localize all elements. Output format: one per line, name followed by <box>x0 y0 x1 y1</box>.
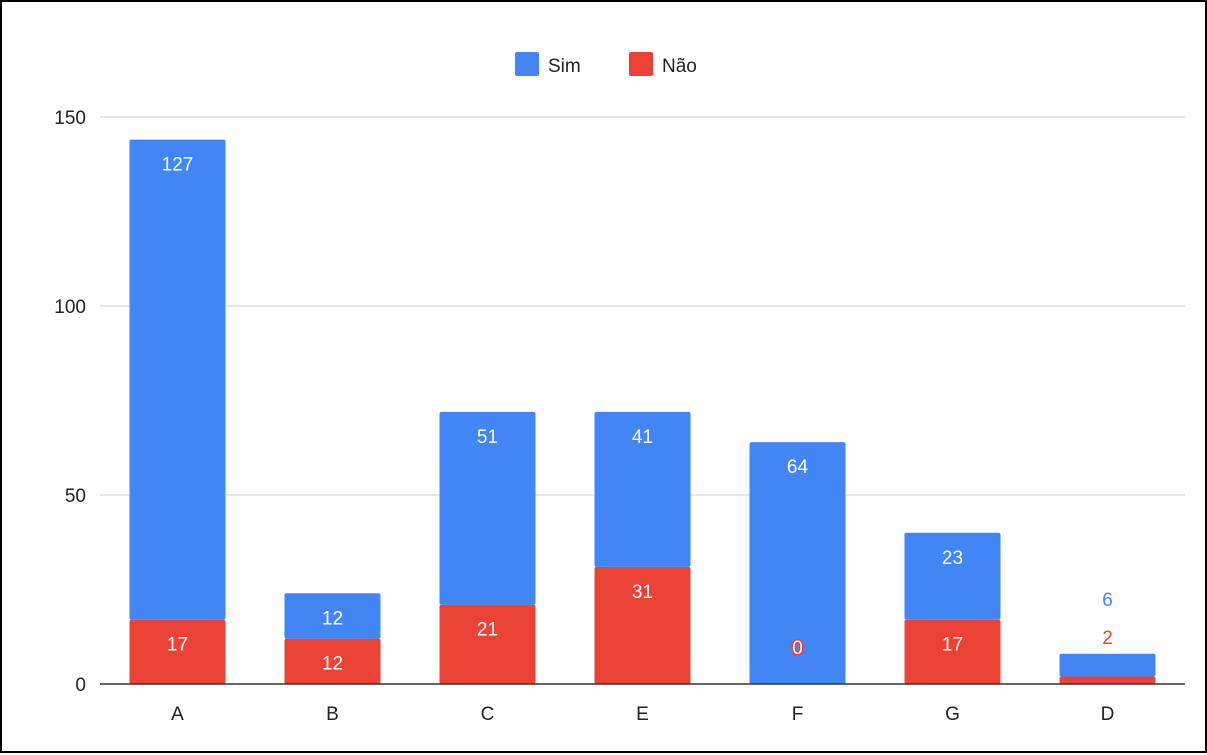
data-label: 6 <box>1102 590 1113 611</box>
bar-C-no <box>439 604 536 684</box>
bar-G-no <box>904 619 1001 684</box>
bar-B-no <box>284 638 381 684</box>
bar-D-no <box>1059 676 1156 684</box>
bar-C-sim <box>439 411 536 605</box>
bar-D-sim <box>1059 653 1156 677</box>
data-label: 41 <box>632 427 653 448</box>
x-tick-label: B <box>326 704 339 725</box>
bar-B-sim <box>284 593 381 639</box>
legend-label: Não <box>662 56 697 77</box>
data-label: 12 <box>322 608 343 629</box>
x-tick-label: G <box>945 704 960 725</box>
bar-E-no <box>594 566 691 684</box>
x-tick-label: A <box>171 704 184 725</box>
legend-label: Sim <box>548 56 581 77</box>
data-label: 51 <box>477 427 498 448</box>
x-tick-label: C <box>481 704 495 725</box>
bar-A-no <box>129 619 226 684</box>
y-axis: 0 50 100 150 <box>54 108 86 696</box>
data-label: 64 <box>787 457 809 478</box>
data-label: 12 <box>322 654 343 675</box>
data-label: 0 <box>792 638 803 659</box>
data-label: 21 <box>477 620 498 641</box>
x-tick-label: D <box>1101 704 1115 725</box>
data-label: 23 <box>942 548 963 569</box>
bars <box>129 139 1156 684</box>
legend-swatch <box>515 52 539 76</box>
legend-swatch <box>629 52 653 76</box>
bar-G-sim <box>904 532 1001 620</box>
data-label: 2 <box>1102 628 1113 649</box>
y-tick-label: 100 <box>54 297 86 318</box>
x-tick-label: F <box>792 704 804 725</box>
data-labels: 17 127 12 12 21 51 31 41 0 64 17 23 2 6 <box>162 155 1113 675</box>
y-tick-label: 0 <box>75 675 86 696</box>
data-label: 17 <box>942 635 963 656</box>
y-tick-label: 50 <box>65 486 86 507</box>
legend: Sim Não <box>515 52 697 77</box>
bar-F-sim <box>749 442 846 684</box>
bar-E-sim <box>594 411 691 567</box>
data-label: 31 <box>632 582 653 603</box>
x-tick-label: E <box>636 704 649 725</box>
y-tick-label: 150 <box>54 108 86 129</box>
data-label: 127 <box>162 155 194 176</box>
bar-A-sim <box>129 139 226 620</box>
data-label: 17 <box>167 635 188 656</box>
